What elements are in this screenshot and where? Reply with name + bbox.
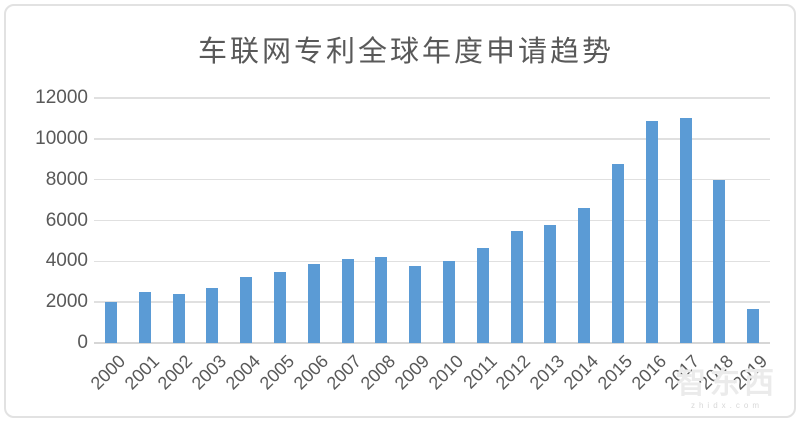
- bar-2017: [679, 118, 692, 343]
- x-axis-tick-label-2006: 2006: [289, 351, 332, 394]
- gridline-10000: [94, 138, 770, 140]
- bar-2005: [273, 271, 286, 343]
- x-axis-tick-label-2017: 2017: [661, 351, 704, 394]
- gridline-0: [94, 342, 770, 344]
- x-axis-tick-label-2009: 2009: [390, 351, 434, 394]
- y-axis-tick-label-8000: 8000: [45, 168, 88, 190]
- x-axis-tick-label-2002: 2002: [154, 351, 197, 394]
- bar-2014: [578, 208, 591, 343]
- y-axis-tick-label-0: 0: [77, 332, 88, 353]
- y-axis-tick-label-10000: 10000: [35, 127, 88, 149]
- x-axis-tick-label-2013: 2013: [525, 351, 569, 394]
- x-axis-tick-label-2004: 2004: [221, 351, 265, 394]
- bar-2015: [611, 164, 624, 343]
- x-axis-tick-label-2019: 2019: [728, 351, 772, 394]
- x-axis-tick-label-2007: 2007: [323, 351, 366, 394]
- gridline-4000: [94, 260, 770, 263]
- x-axis-tick-label-2000: 2000: [86, 351, 130, 394]
- x-axis-tick-label-2010: 2010: [424, 351, 468, 394]
- bar-2010: [442, 261, 455, 343]
- y-axis-tick-label-4000: 4000: [45, 250, 88, 272]
- x-axis-tick-label-2014: 2014: [559, 351, 603, 394]
- x-axis-tick-label-2008: 2008: [356, 351, 400, 394]
- bar-2016: [645, 121, 658, 343]
- bar-2006: [307, 264, 320, 343]
- bar-2000: [104, 302, 117, 343]
- x-axis-tick-label-2001: 2001: [120, 351, 163, 394]
- x-axis-tick-label-2015: 2015: [593, 351, 637, 394]
- gridline-12000: [94, 97, 770, 99]
- bar-2011: [476, 248, 489, 343]
- x-axis-tick-label-2011: 2011: [459, 351, 501, 393]
- x-axis-tick-label-2005: 2005: [255, 351, 299, 394]
- x-axis-tick-label-2003: 2003: [187, 351, 231, 394]
- x-axis-tick-label-2016: 2016: [627, 351, 670, 394]
- bar-2002: [172, 294, 185, 343]
- bar-2019: [747, 309, 760, 343]
- chart-frame: 车联网专利全球年度申请趋势 0 2000 4000 6000 8000 10000 1200…: [4, 4, 796, 418]
- x-axis-tick-label-2012: 2012: [492, 351, 535, 394]
- bar-2008: [375, 257, 388, 343]
- gridline-8000: [94, 178, 770, 181]
- y-axis-tick-label-2000: 2000: [45, 291, 88, 313]
- bar-2001: [138, 291, 151, 343]
- bar-2007: [341, 259, 354, 343]
- gridline-2000: [94, 301, 770, 303]
- bar-2009: [409, 266, 422, 343]
- bar-2003: [206, 287, 219, 343]
- bar-2004: [240, 276, 253, 343]
- plot-area: [94, 97, 770, 344]
- watermark-domain-text: zhidx.com: [690, 401, 763, 410]
- x-axis-tick-label-2018: 2018: [694, 351, 738, 394]
- bar-2013: [544, 224, 557, 343]
- gridline-6000: [94, 219, 770, 222]
- y-axis-tick-label-12000: 12000: [35, 87, 88, 108]
- chart-title: 车联网专利全球年度申请趋势: [197, 36, 614, 68]
- bar-2018: [713, 179, 726, 343]
- y-axis-tick-label-6000: 6000: [45, 209, 88, 231]
- bar-2012: [510, 230, 523, 343]
